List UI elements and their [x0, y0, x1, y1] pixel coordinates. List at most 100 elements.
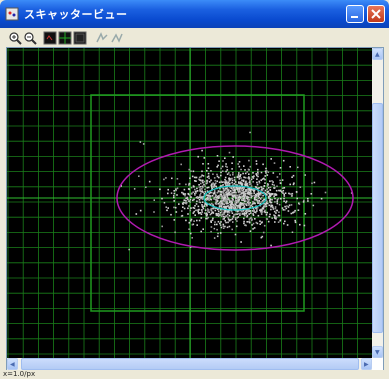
scatter-point — [199, 188, 201, 191]
scatter-point — [235, 209, 237, 212]
scatter-point — [288, 204, 291, 207]
scatter-point — [184, 193, 187, 195]
scatter-plot-area[interactable] — [7, 48, 372, 358]
scroll-right-button[interactable]: ▶ — [361, 358, 372, 370]
scatter-point — [294, 221, 297, 224]
scatter-point — [244, 183, 247, 185]
scatter-point — [234, 189, 236, 192]
scatter-point — [187, 207, 189, 210]
scatter-point — [226, 166, 228, 168]
scatter-point — [166, 209, 168, 212]
scatter-point — [218, 196, 220, 199]
title-bar[interactable]: スキャッタービュー — [0, 0, 389, 28]
scatter-point — [236, 204, 238, 207]
minimize-button[interactable] — [346, 5, 364, 23]
scatter-point — [226, 173, 229, 175]
scatter-point — [189, 194, 191, 197]
scatter-point — [231, 162, 233, 164]
scroll-down-button[interactable]: ▼ — [372, 346, 383, 358]
scatter-point — [248, 176, 250, 178]
scatter-point — [212, 207, 214, 210]
scatter-point — [283, 187, 286, 189]
view-mode-3-icon[interactable] — [73, 31, 87, 45]
scatter-point — [232, 156, 234, 158]
scatter-point — [171, 177, 173, 180]
scatter-point — [210, 202, 213, 205]
scatter-point — [202, 163, 204, 165]
tool-a-icon[interactable] — [95, 31, 109, 45]
tool-b-icon[interactable] — [110, 31, 124, 45]
scatter-point — [230, 210, 233, 213]
scatter-point — [234, 181, 237, 183]
scatter-point — [185, 183, 187, 186]
scatter-point — [236, 187, 239, 190]
horizontal-scrollbar[interactable]: ◀ ▶ — [7, 358, 372, 370]
scatter-point — [224, 219, 226, 222]
scatter-point — [175, 211, 178, 213]
view-mode-2-icon[interactable] — [58, 31, 72, 45]
scatter-point — [245, 209, 248, 211]
view-mode-1-icon[interactable] — [43, 31, 57, 45]
scatter-point — [261, 221, 263, 223]
scatter-point — [223, 218, 225, 220]
scatter-point — [206, 210, 209, 212]
scatter-point — [245, 212, 247, 215]
scatter-point — [200, 217, 203, 219]
scatter-point — [230, 202, 232, 205]
scatter-point — [192, 223, 195, 226]
vertical-scroll-thumb[interactable] — [372, 103, 383, 333]
scatter-point — [222, 213, 224, 215]
scatter-point — [249, 206, 251, 208]
scatter-point — [283, 197, 285, 200]
scatter-point — [215, 199, 217, 201]
scatter-point — [304, 174, 306, 176]
scatter-point — [215, 201, 217, 203]
scatter-point — [284, 192, 287, 194]
horizontal-scroll-thumb[interactable] — [21, 358, 359, 370]
scatter-point — [225, 198, 228, 200]
scatter-point — [264, 175, 266, 177]
scatter-point — [222, 225, 225, 227]
scatter-point — [290, 195, 293, 197]
scatter-point — [237, 163, 239, 165]
scatter-point — [238, 198, 240, 201]
zoom-in-icon[interactable] — [8, 31, 22, 45]
scatter-point — [211, 183, 213, 185]
scatter-point — [267, 195, 270, 198]
scatter-point — [275, 193, 277, 196]
scatter-point — [297, 166, 299, 169]
scatter-point — [228, 199, 231, 202]
scatter-point — [252, 189, 255, 191]
scatter-point — [176, 178, 179, 180]
scatter-point — [282, 192, 284, 194]
scatter-point — [163, 202, 166, 204]
scatter-point — [251, 210, 254, 212]
scatter-point — [258, 199, 260, 202]
scatter-point — [214, 179, 217, 182]
scroll-left-button[interactable]: ◀ — [7, 358, 18, 370]
scatter-point — [221, 195, 223, 197]
scatter-point — [227, 198, 229, 201]
scatter-point — [236, 200, 238, 202]
vertical-scrollbar[interactable]: ▲ ▼ — [372, 48, 383, 358]
scatter-point — [217, 213, 220, 215]
scroll-up-button[interactable]: ▲ — [372, 48, 383, 60]
scatter-point — [259, 211, 262, 213]
close-button[interactable] — [367, 5, 385, 23]
scatter-point — [238, 206, 241, 208]
scatter-point — [233, 205, 235, 208]
scatter-point — [189, 198, 192, 201]
scatter-point — [234, 216, 237, 219]
scatter-point — [271, 217, 273, 219]
scatter-point — [269, 189, 272, 191]
scatter-point — [193, 220, 195, 222]
scatter-point — [209, 195, 212, 197]
scatter-point — [242, 188, 245, 191]
scatter-point — [237, 216, 240, 218]
zoom-out-icon[interactable] — [23, 31, 37, 45]
scatter-point — [199, 201, 202, 204]
scatter-point — [249, 210, 251, 212]
scatter-point — [183, 207, 186, 210]
scatter-point — [231, 181, 233, 184]
scatter-point — [205, 182, 208, 185]
